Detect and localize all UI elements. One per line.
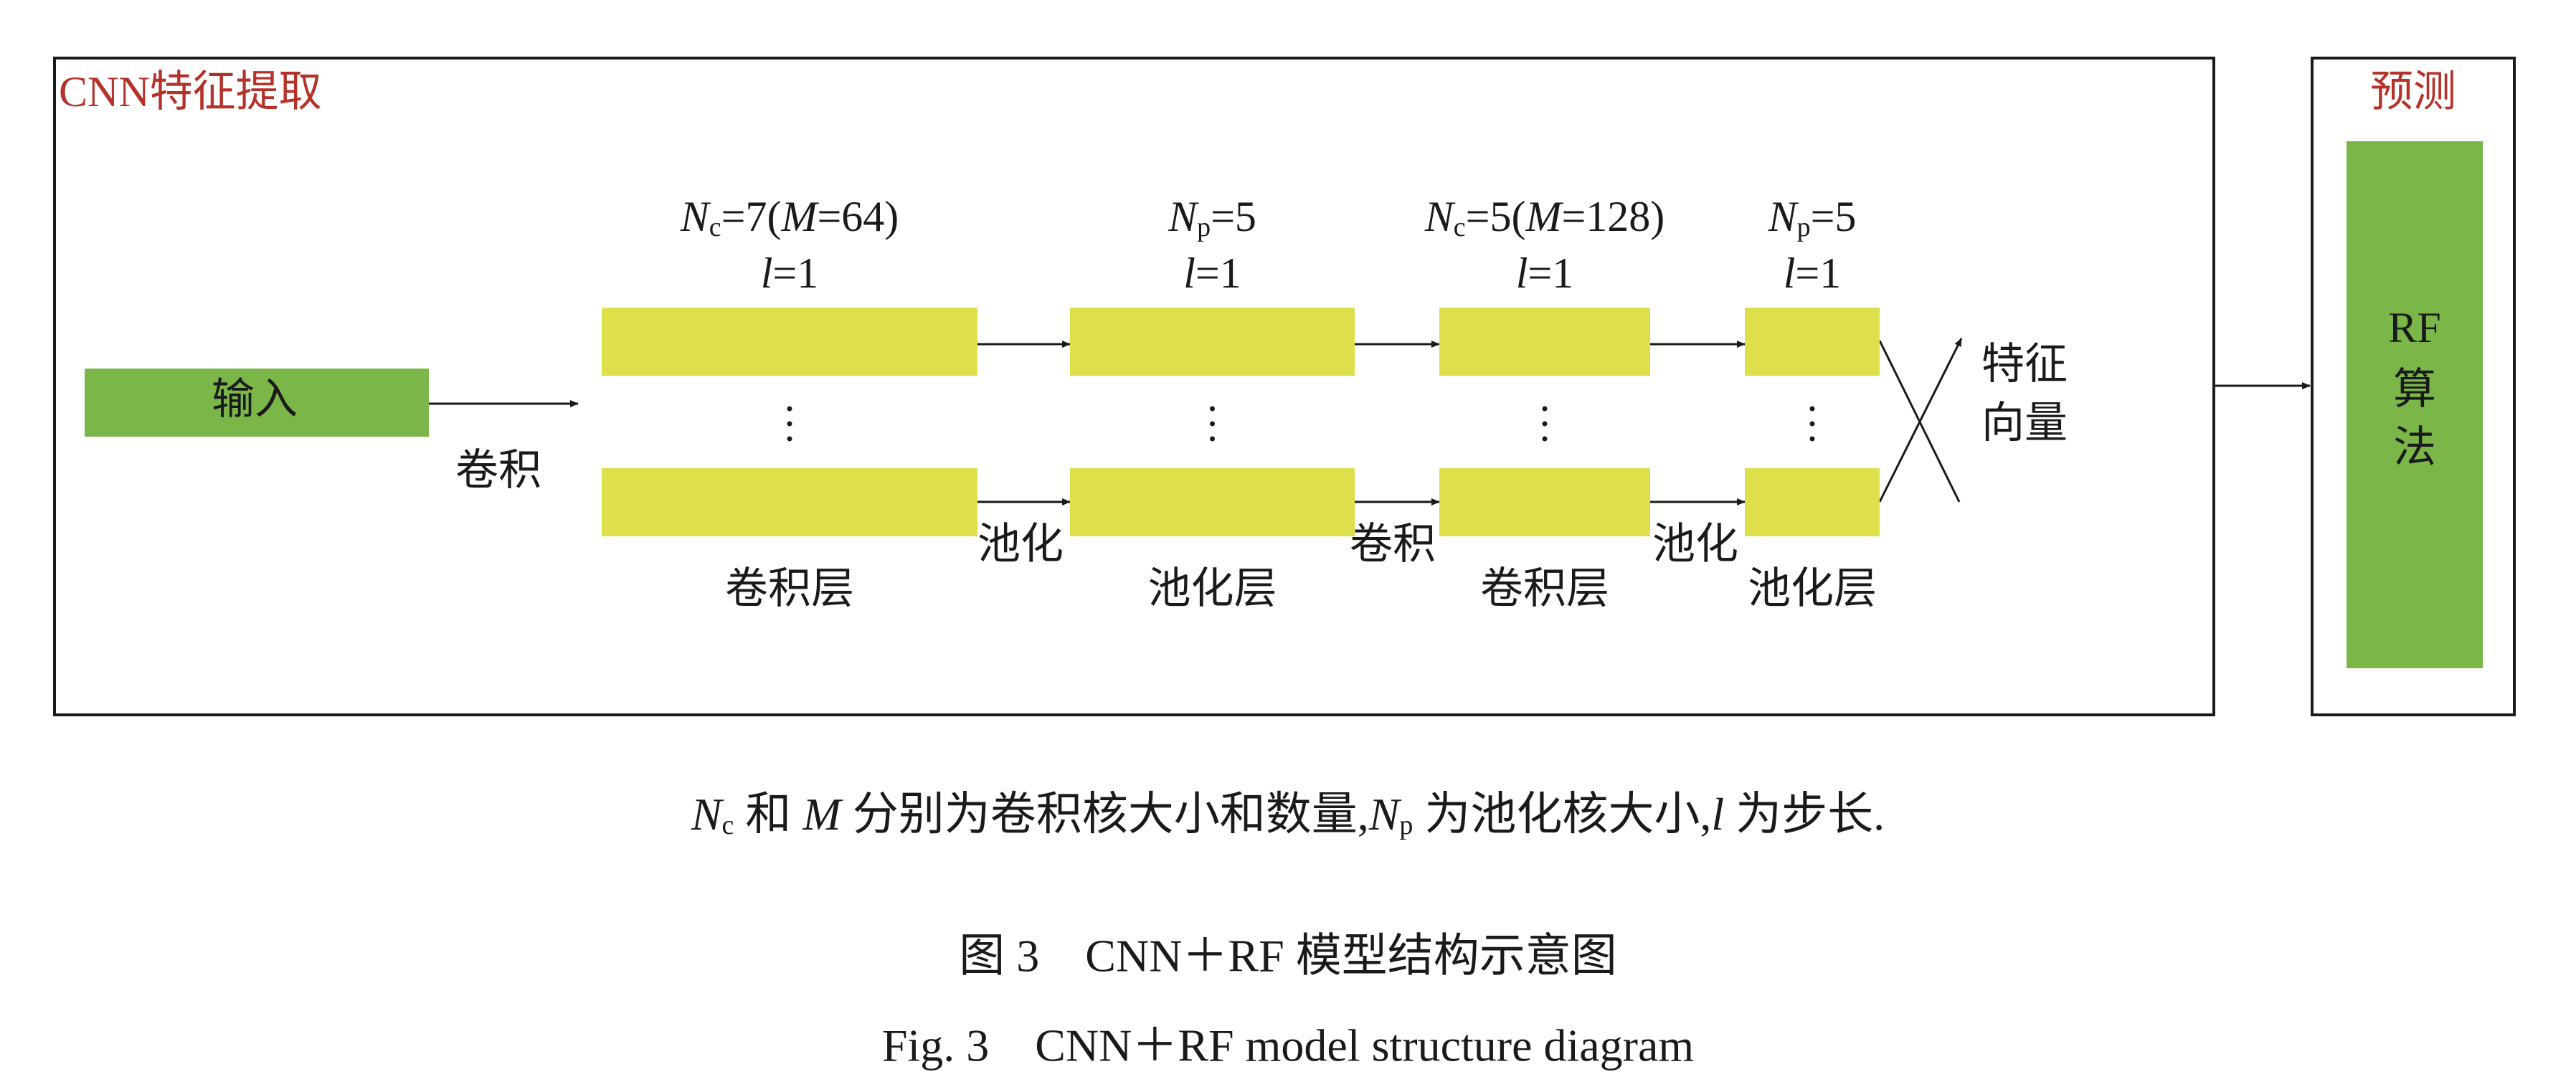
cnn-title: CNN特征提取 (59, 68, 322, 115)
ellipsis-dot (1542, 421, 1548, 427)
layer-params: Np=5 (1168, 193, 1256, 242)
layer-block (1439, 308, 1650, 376)
layer-stride: l=1 (1516, 250, 1574, 297)
layer-block (1745, 468, 1880, 536)
layer-stride: l=1 (761, 250, 819, 297)
text-segment: l (761, 250, 773, 297)
input-op: 卷积 (455, 447, 541, 494)
text-segment: =1 (1795, 250, 1841, 297)
ellipsis-dot (787, 436, 792, 442)
note: Nc 和 M 分别为卷积核大小和数量,Np 为池化核大小,l 为步长. (691, 789, 1885, 840)
layer-block (1070, 308, 1355, 376)
ellipsis-dot (787, 406, 792, 412)
text-segment: 分别为卷积核大小和数量, (841, 789, 1369, 840)
ellipsis-dot (1542, 406, 1548, 412)
text-segment: =5 (1211, 193, 1256, 240)
text-segment: M (780, 193, 819, 240)
arrow (1878, 338, 1963, 503)
text-segment: l (1516, 250, 1528, 297)
layer-stride: l=1 (1183, 250, 1241, 297)
ellipsis-dot (1809, 406, 1815, 412)
ellipsis-dot (1809, 421, 1815, 427)
ellipsis-dot (1809, 436, 1815, 442)
layer-params: Np=5 (1768, 193, 1857, 242)
layer-block (1745, 308, 1880, 376)
ellipsis-dot (1542, 436, 1548, 442)
text-segment: =1 (1528, 250, 1573, 297)
text-segment: =7( (721, 193, 782, 240)
rf-label: 法 (2393, 424, 2436, 471)
text-segment: 为步长. (1724, 789, 1885, 840)
prediction-title: 预测 (2370, 68, 2456, 115)
rf-block (2347, 141, 2483, 668)
text-segment: N (1368, 789, 1402, 840)
text-segment: =5 (1811, 193, 1857, 240)
layer-name: 池化层 (1148, 565, 1277, 612)
layer-name: 卷积层 (725, 565, 854, 612)
text-segment: N (1168, 193, 1199, 240)
layer-block (1070, 468, 1355, 536)
text-segment: N (680, 193, 711, 240)
ellipsis-dot (787, 421, 792, 427)
rf-label: 算 (2393, 366, 2436, 413)
input-block (85, 369, 429, 437)
ellipsis-dot (1210, 406, 1215, 412)
caption-en: Fig. 3 CNN＋RF model structure diagram (882, 1020, 1694, 1071)
text-segment: l (1711, 789, 1724, 840)
text-segment: p (1797, 212, 1811, 242)
prediction-frame (2311, 57, 2516, 716)
layer-block (1439, 468, 1650, 536)
text-segment: =128) (1561, 193, 1665, 240)
text-segment: p (1399, 810, 1413, 840)
layer-name: 池化层 (1748, 565, 1877, 612)
between-op: 池化 (1652, 521, 1738, 568)
text-segment: M (802, 789, 843, 840)
text-segment: =1 (1195, 250, 1241, 297)
layer-params: Nc=5(M=128) (1424, 193, 1665, 242)
input-label: 输入 (212, 376, 298, 423)
text-segment: =64) (817, 193, 899, 240)
between-op: 卷积 (1350, 521, 1436, 568)
text-segment: l (1183, 250, 1195, 297)
output-label: 特征 (1981, 341, 2068, 388)
text-segment: N (1424, 193, 1456, 240)
text-segment: =1 (772, 250, 818, 297)
layer-params: Nc=7(M=64) (680, 193, 899, 242)
ellipsis-dot (1210, 421, 1215, 427)
ellipsis-dot (1210, 436, 1215, 442)
text-segment: N (691, 789, 724, 840)
text-segment: p (1197, 212, 1211, 242)
text-segment: c (722, 810, 734, 840)
rf-label: RF (2388, 304, 2440, 351)
layer-stride: l=1 (1784, 250, 1842, 297)
text-segment: c (1454, 212, 1466, 242)
between-op: 池化 (977, 521, 1064, 568)
text-segment: c (709, 212, 721, 242)
caption-cn: 图 3 CNN＋RF 模型结构示意图 (959, 931, 1616, 982)
text-segment: l (1784, 250, 1796, 297)
layer-block (602, 308, 977, 376)
layer-block (602, 468, 977, 536)
text-segment: 和 (734, 789, 802, 840)
text-segment: 为池化核大小, (1413, 789, 1711, 840)
text-segment: N (1768, 193, 1799, 240)
text-segment: =5( (1466, 193, 1526, 240)
layer-name: 卷积层 (1480, 565, 1609, 612)
output-label: 向量 (1981, 399, 2068, 447)
text-segment: M (1525, 193, 1563, 240)
